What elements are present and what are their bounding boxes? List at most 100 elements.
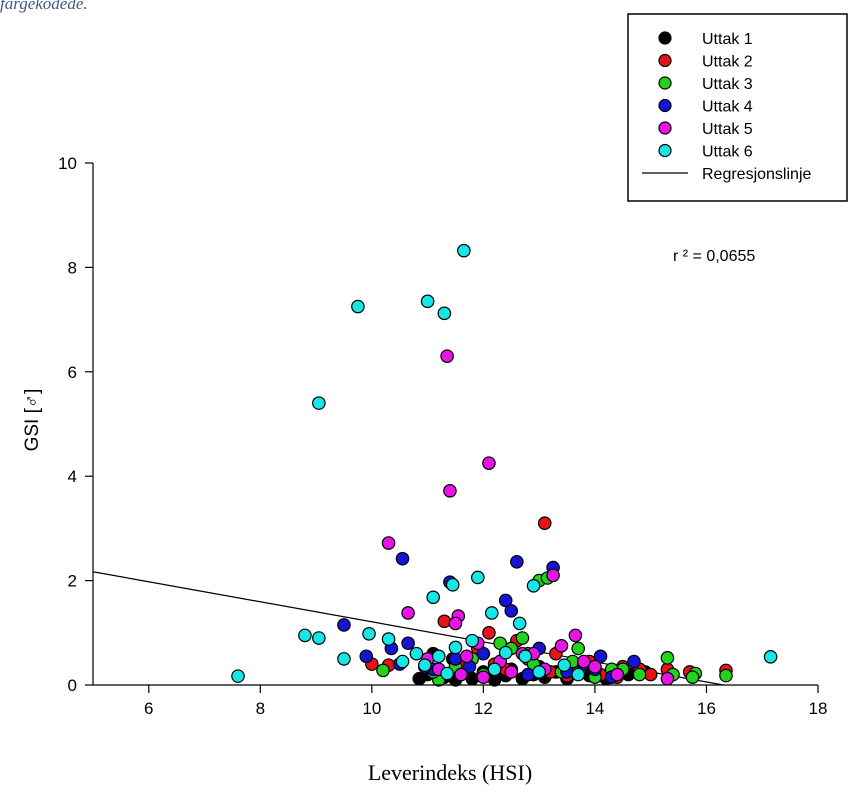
data-point [512, 616, 527, 631]
legend-swatch [658, 76, 672, 90]
data-point [440, 666, 454, 681]
x-axis-title: Leverindeks (HSI) [367, 760, 533, 785]
data-point [610, 667, 625, 682]
y-tick-label: 4 [68, 467, 77, 486]
data-point [376, 663, 390, 678]
data-point [518, 649, 533, 664]
legend-swatch [658, 143, 672, 158]
data-point [504, 665, 519, 679]
data-point [448, 616, 463, 631]
x-tick-label: 12 [474, 699, 493, 718]
data-point [498, 593, 513, 608]
data-point [465, 633, 480, 648]
data-point [484, 606, 499, 620]
y-tick-label: 6 [68, 363, 77, 382]
data-point [515, 631, 530, 645]
page-caption: fargekodede. [0, 0, 88, 13]
data-point [312, 396, 326, 410]
data-point [685, 670, 700, 684]
data-point [476, 670, 491, 684]
data-point [487, 662, 502, 677]
data-point [627, 654, 641, 669]
data-point [521, 667, 535, 682]
data-point [476, 646, 491, 661]
data-point [420, 294, 435, 309]
data-point [351, 299, 365, 314]
data-point [537, 516, 552, 530]
data-point [588, 659, 602, 674]
legend-swatch [658, 121, 672, 135]
data-point [395, 654, 410, 669]
data-point [298, 628, 312, 643]
legend-swatch [658, 31, 672, 45]
points-layer [231, 243, 778, 687]
data-point [763, 650, 778, 664]
x-tick-label: 18 [809, 699, 828, 718]
data-point [381, 632, 396, 646]
data-point [401, 606, 415, 620]
data-point [660, 651, 675, 665]
legend-label: Uttak 6 [702, 144, 753, 161]
y-tick-label: 8 [68, 258, 77, 277]
data-point [459, 649, 474, 664]
data-point [568, 628, 583, 643]
data-point [546, 568, 560, 583]
data-point [526, 579, 541, 593]
data-point [409, 646, 424, 661]
x-tick-label: 8 [256, 699, 265, 718]
legend-label: Uttak 4 [702, 99, 753, 116]
data-point [632, 667, 647, 682]
y-axis-title: GSI [♂] [22, 389, 43, 452]
data-point [504, 604, 519, 618]
legend: Uttak 1 Uttak 2 Uttak 3 Uttak 4 Uttak 5 Uttak… [627, 13, 848, 202]
data-point [643, 667, 658, 682]
data-point [465, 671, 480, 686]
legend-label: Uttak 5 [702, 121, 753, 138]
data-point [231, 669, 245, 683]
data-point [576, 654, 591, 669]
data-point [437, 306, 452, 321]
data-point [337, 618, 351, 632]
legend-label: Uttak 2 [702, 54, 753, 71]
legend-label: Uttak 3 [702, 76, 753, 93]
legend-regression-label: Regresjonslinje [702, 166, 811, 183]
data-point [445, 577, 460, 592]
legend-label: Uttak 1 [702, 31, 753, 48]
data-point [337, 652, 351, 666]
data-point [448, 652, 463, 666]
data-point [593, 649, 608, 664]
data-point [401, 636, 415, 651]
data-point [482, 456, 496, 470]
data-point [471, 570, 485, 585]
data-point [359, 649, 374, 664]
y-tick-label: 2 [68, 572, 77, 591]
legend-swatch [658, 98, 672, 113]
legend-items: Uttak 1 Uttak 2 Uttak 3 Uttak 4 Uttak 5 Uttak… [658, 31, 753, 161]
data-point [454, 667, 468, 682]
data-point [571, 641, 585, 656]
data-point [557, 658, 572, 672]
data-point [532, 665, 546, 679]
data-point [437, 614, 452, 629]
data-point [418, 658, 432, 672]
data-point [498, 645, 513, 660]
data-point [395, 551, 410, 566]
data-point [457, 243, 471, 258]
x-tick-label: 10 [362, 699, 381, 718]
axes-layer [92, 163, 818, 686]
data-point [443, 484, 457, 498]
y-tick-label: 10 [58, 154, 77, 173]
data-point [554, 639, 569, 653]
data-point [482, 625, 496, 640]
data-point [381, 536, 396, 550]
data-point [312, 631, 326, 645]
data-point [660, 671, 675, 686]
data-point [571, 667, 585, 682]
x-tick-label: 14 [585, 699, 604, 718]
series-6 [231, 243, 778, 683]
data-point [440, 349, 454, 363]
r-squared-annotation: r ² = 0,0655 [673, 248, 755, 265]
data-point [362, 627, 376, 641]
y-tick-label: 0 [68, 676, 77, 695]
data-point [719, 668, 733, 683]
